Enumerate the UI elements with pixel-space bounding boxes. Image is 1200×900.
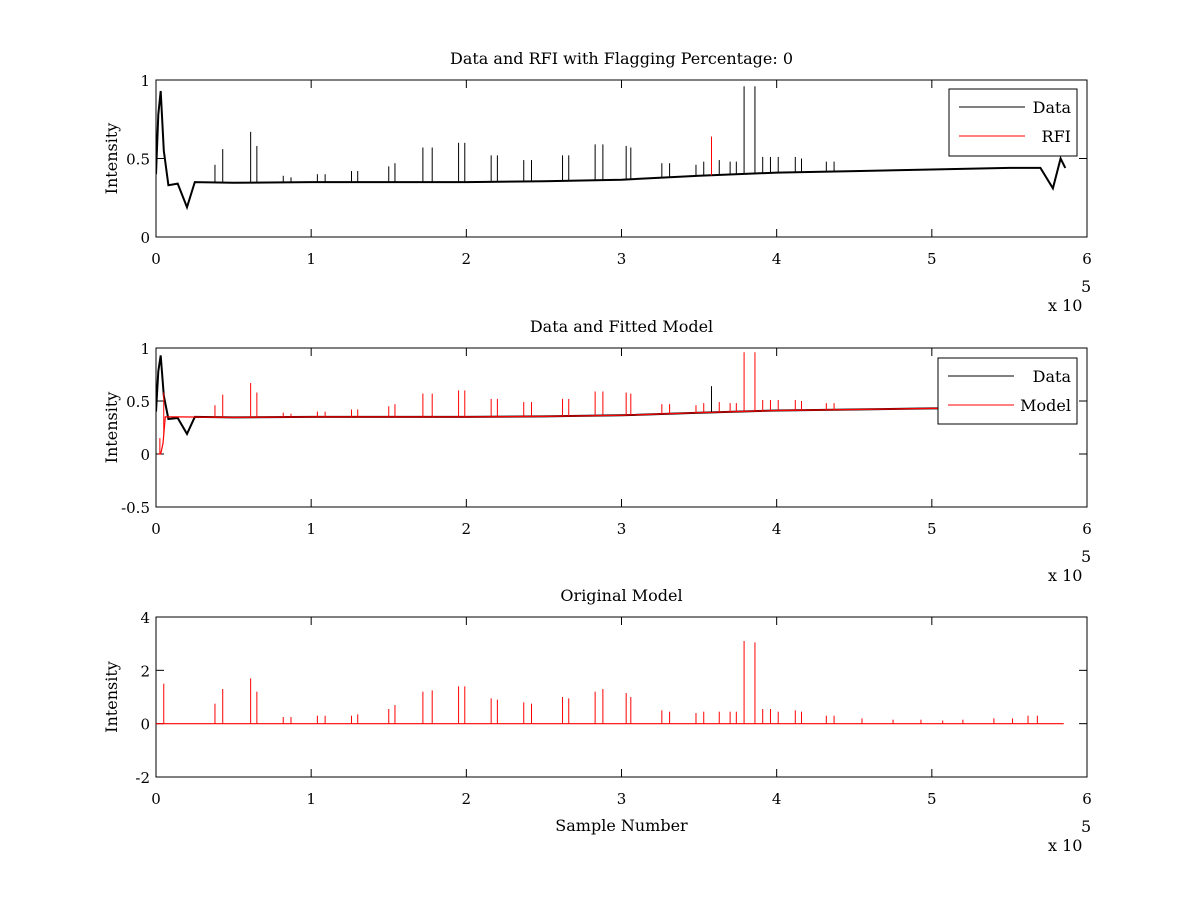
x-exponent-power: 5	[1081, 547, 1091, 566]
x-tick-label: 3	[617, 250, 627, 268]
legend: Data RFI	[948, 88, 1078, 157]
y-tick-label: -2	[135, 769, 150, 787]
chart-title: Data and Fitted Model	[530, 317, 713, 336]
x-tick-label: 1	[306, 520, 316, 538]
x-exponent-base: x 10	[1048, 296, 1082, 315]
chart-title: Data and RFI with Flagging Percentage: 0	[450, 49, 793, 68]
x-exponent-power: 5	[1081, 817, 1091, 836]
y-tick-label: 2	[140, 662, 150, 680]
chart-title: Original Model	[560, 586, 682, 605]
data-line	[156, 90, 1067, 211]
legend-box	[937, 357, 1078, 425]
axes-box	[155, 79, 1088, 238]
x-tick-label: 5	[927, 520, 937, 538]
y-tick-label: 0	[140, 446, 150, 464]
x-tick-label: 1	[306, 250, 316, 268]
x-axis-label: Sample Number	[555, 816, 688, 835]
x-tick-label: 4	[772, 520, 782, 538]
legend-label: Model	[1020, 396, 1071, 415]
x-exponent-base: x 10	[1048, 566, 1082, 585]
axes-box	[155, 616, 1088, 778]
legend-box	[948, 88, 1078, 157]
y-axis-label: Intensity	[102, 123, 121, 195]
x-tick-label: 2	[462, 520, 472, 538]
plot-area	[156, 352, 963, 455]
x-tick-label: 0	[151, 520, 161, 538]
y-axis-label: Intensity	[102, 392, 121, 464]
x-tick-label: 3	[617, 520, 627, 538]
plot-area	[156, 86, 1067, 211]
x-tick-label: 0	[151, 250, 161, 268]
x-tick-label: 4	[772, 790, 782, 808]
x-tick-label: 2	[462, 790, 472, 808]
x-tick-label: 1	[306, 790, 316, 808]
x-tick-label: 0	[151, 790, 161, 808]
x-tick-label: 5	[927, 250, 937, 268]
legend-label: Data	[1033, 98, 1072, 117]
legend-label: RFI	[1042, 127, 1071, 146]
y-tick-label: 0	[140, 716, 150, 734]
x-tick-label: 6	[1082, 520, 1092, 538]
x-tick-label: 5	[927, 790, 937, 808]
x-tick-label: 2	[462, 250, 472, 268]
subplot-1: 0 1 2 3 4 5 6 0 0.5 1 Data and RFI with Flagging P…	[102, 49, 1092, 315]
y-tick-label: 1	[140, 72, 150, 90]
legend: Data Model	[937, 357, 1078, 425]
axes-box	[155, 347, 1088, 508]
y-tick-label: 0	[140, 229, 150, 247]
plot-area	[156, 641, 1064, 725]
y-tick-label: -0.5	[121, 499, 150, 517]
legend-label: Data	[1033, 367, 1072, 386]
x-tick-label: 3	[617, 790, 627, 808]
y-tick-label: 4	[140, 609, 150, 627]
x-tick-label: 6	[1082, 250, 1092, 268]
y-tick-label: 0.5	[126, 151, 150, 169]
x-exponent-power: 5	[1081, 277, 1091, 296]
x-tick-label: 6	[1082, 790, 1092, 808]
x-exponent-base: x 10	[1048, 836, 1082, 855]
x-tick-label: 4	[772, 250, 782, 268]
y-axis-label: Intensity	[102, 661, 121, 733]
y-tick-label: 1	[140, 340, 150, 358]
y-tick-label: 0.5	[126, 393, 150, 411]
model-line	[158, 407, 963, 455]
